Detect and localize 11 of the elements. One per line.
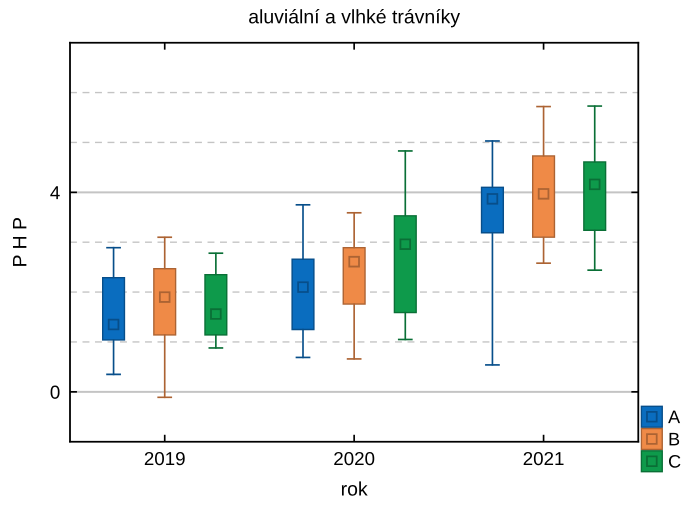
y-tick-label: 4 — [50, 186, 60, 200]
legend-label: B — [670, 432, 680, 446]
legend-label: C — [669, 454, 680, 468]
legend-label: A — [668, 410, 680, 424]
chart-title: aluviální a vlhké trávníky — [249, 8, 460, 28]
x-tick-label: 2020 — [334, 452, 374, 466]
x-axis-title: rok — [342, 481, 368, 496]
x-tick-label: 2019 — [144, 452, 185, 466]
y-tick-label: 0 — [50, 386, 60, 399]
y-axis-title: P H P — [12, 218, 26, 266]
x-tick-label: 2021 — [524, 452, 564, 466]
